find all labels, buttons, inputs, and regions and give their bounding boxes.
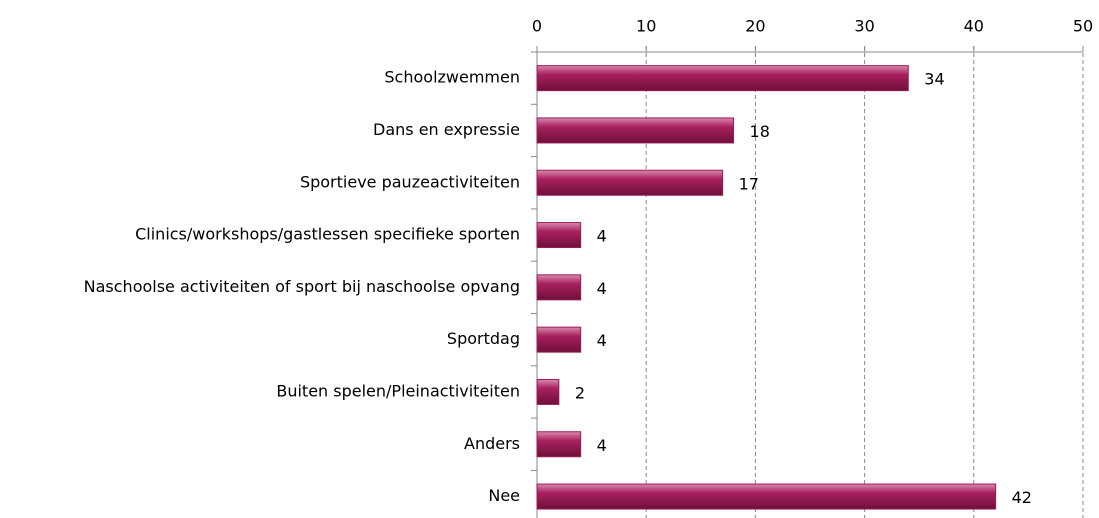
- y-tick-label: Sportdag: [447, 329, 520, 348]
- y-tick-label: Anders: [464, 434, 520, 453]
- value-label: 4: [597, 279, 607, 298]
- x-tick-label: 30: [854, 17, 874, 36]
- y-tick-label: Nee: [488, 486, 520, 505]
- bar: [536, 117, 735, 144]
- value-label: 2: [575, 383, 585, 402]
- y-tick-label: Buiten spelen/Pleinactiviteiten: [276, 381, 520, 400]
- value-label: 17: [739, 174, 759, 193]
- value-label: 42: [1012, 488, 1032, 507]
- bar: [536, 483, 997, 510]
- value-label: 4: [597, 331, 607, 350]
- value-label: 34: [924, 70, 944, 89]
- x-tick-label: 50: [1073, 17, 1093, 36]
- bar: [536, 222, 582, 249]
- bar: [536, 169, 724, 196]
- x-tick-label: 40: [964, 17, 984, 36]
- y-tick-label: Naschoolse activiteiten of sport bij nas…: [84, 277, 520, 296]
- y-tick-label: Dans en expressie: [373, 120, 520, 139]
- bar: [536, 378, 560, 405]
- x-tick-label: 0: [532, 17, 542, 36]
- bar: [536, 431, 582, 458]
- bar: [536, 326, 582, 353]
- x-tick-label: 20: [745, 17, 765, 36]
- value-label: 18: [750, 122, 770, 141]
- y-tick-label: Clinics/workshops/gastlessen specifieke …: [135, 225, 520, 244]
- y-tick-label: Schoolzwemmen: [384, 68, 520, 87]
- y-tick-label: Sportieve pauzeactiviteiten: [300, 172, 520, 191]
- x-tick-label: 10: [636, 17, 656, 36]
- bar: [536, 65, 909, 92]
- value-label: 4: [597, 227, 607, 246]
- value-label: 4: [597, 436, 607, 455]
- bar: [536, 274, 582, 301]
